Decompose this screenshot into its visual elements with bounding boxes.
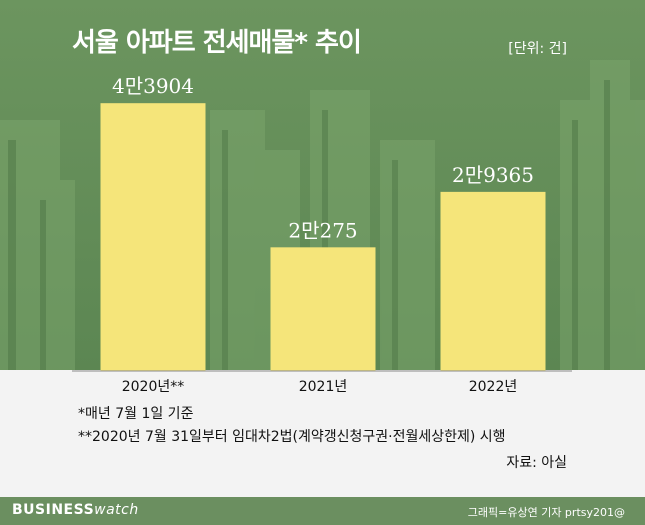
value-label-1: 4만3904 <box>112 74 194 98</box>
bar-2 <box>270 247 376 371</box>
graphic-credit: 그래픽=유상연 기자 prtsy201@ <box>467 506 625 519</box>
brand-bold: BUSINESS <box>12 502 95 518</box>
category-label-3: 2022년 <box>469 379 518 395</box>
unit-label: [단위: 건] <box>508 41 567 57</box>
chart-title: 서울 아파트 전세매물* 추이 <box>72 28 362 58</box>
brand-light: watch <box>94 502 139 518</box>
footer-strip <box>0 497 645 525</box>
category-label-1: 2020년** <box>122 379 185 395</box>
value-label-3: 2만9365 <box>452 163 534 187</box>
value-label-2: 2만275 <box>288 218 357 242</box>
footnote-2: **2020년 7월 31일부터 임대차2법(계약갱신청구권·전월세상한제) 시… <box>78 429 506 445</box>
bar-1 <box>100 103 206 371</box>
labels-group: 4만3904 2020년** 2만275 2021년 2만9365 2022년 <box>112 74 534 395</box>
bars-group <box>100 103 546 371</box>
source-label: 자료: 아실 <box>506 455 567 471</box>
bar-3 <box>440 191 546 371</box>
brand-logo: BUSINESSwatch <box>12 502 139 518</box>
footnote-1: *매년 7월 1일 기준 <box>78 406 194 422</box>
footnote-panel <box>0 370 645 498</box>
bar-chart: 4만3904 2020년** 2만275 2021년 2만9365 2022년 <box>72 74 572 395</box>
category-label-2: 2021년 <box>299 379 348 395</box>
